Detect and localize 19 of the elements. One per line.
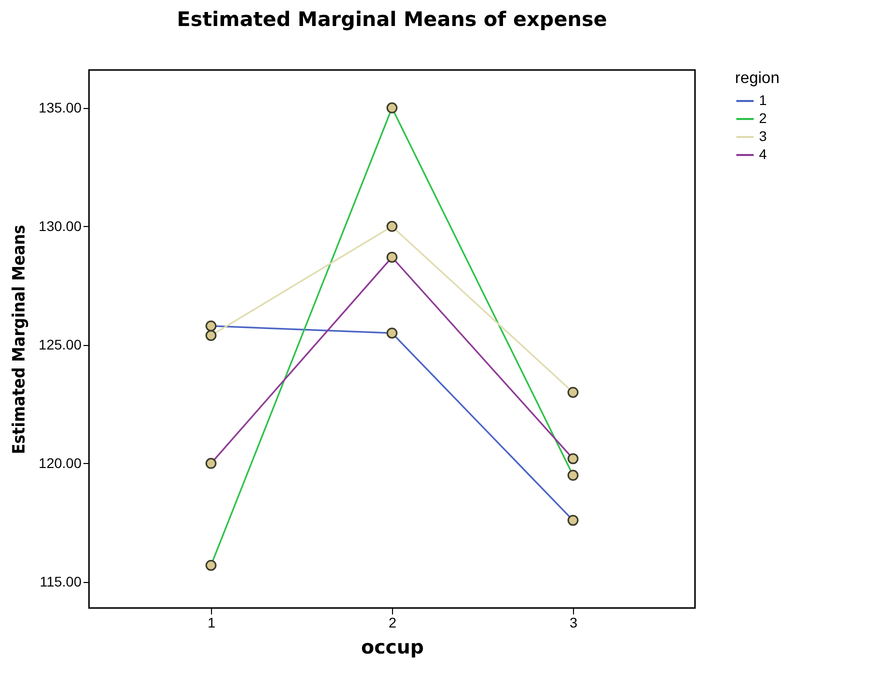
x-tick-label: 3	[570, 614, 578, 630]
point	[568, 386, 578, 398]
y-tick-label: 125.00	[38, 336, 82, 352]
legend-title: region	[735, 70, 780, 87]
chart-title: Estimated Marginal Means of expense	[176, 7, 608, 31]
y-tick-label: 130.00	[38, 218, 82, 234]
y-tick-label: 115.00	[40, 573, 82, 590]
point	[386, 220, 398, 232]
legend-label: 2	[759, 110, 767, 126]
x-tick-label: 2	[388, 614, 397, 630]
y-axis-title: Estimated Marginal Means	[10, 224, 30, 454]
y-tick-label: 120.00	[38, 454, 82, 471]
legend-label: 4	[759, 146, 767, 162]
legend-label: 1	[759, 92, 767, 108]
x-tick-label: 1	[208, 614, 216, 630]
x-axis-title: occup	[361, 636, 424, 658]
point	[206, 330, 216, 341]
y-tick-label: 135.00	[38, 99, 82, 116]
legend-label: 3	[759, 128, 767, 144]
